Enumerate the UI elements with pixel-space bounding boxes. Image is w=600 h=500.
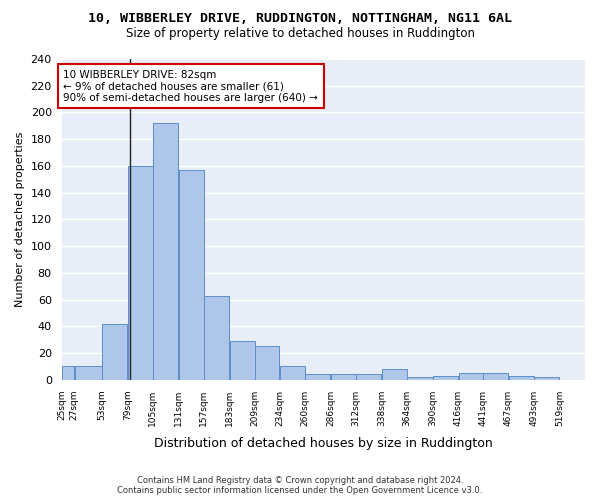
Bar [433,376,458,380]
Text: 10 WIBBERLEY DRIVE: 82sqm
← 9% of detached houses are smaller (61)
90% of semi-d: 10 WIBBERLEY DRIVE: 82sqm ← 9% of detach… [64,70,319,103]
X-axis label: Distribution of detached houses by size in Ruddington: Distribution of detached houses by size … [154,437,493,450]
Bar [230,341,255,380]
Bar [305,374,331,380]
Bar [204,296,229,380]
Bar [153,123,178,380]
Text: 10, WIBBERLEY DRIVE, RUDDINGTON, NOTTINGHAM, NG11 6AL: 10, WIBBERLEY DRIVE, RUDDINGTON, NOTTING… [88,12,512,26]
Bar [483,373,508,380]
Bar [255,346,280,380]
Bar [407,377,433,380]
Bar [331,374,356,380]
Y-axis label: Number of detached properties: Number of detached properties [15,132,25,307]
Bar [382,369,407,380]
Text: Size of property relative to detached houses in Ruddington: Size of property relative to detached ho… [125,28,475,40]
Bar [458,373,482,380]
Bar [62,366,74,380]
Bar [74,366,101,380]
Bar [534,377,559,380]
Text: Contains HM Land Registry data © Crown copyright and database right 2024.
Contai: Contains HM Land Registry data © Crown c… [118,476,482,495]
Bar [128,166,152,380]
Bar [509,376,533,380]
Bar [102,324,127,380]
Bar [280,366,305,380]
Bar [356,374,382,380]
Bar [179,170,203,380]
